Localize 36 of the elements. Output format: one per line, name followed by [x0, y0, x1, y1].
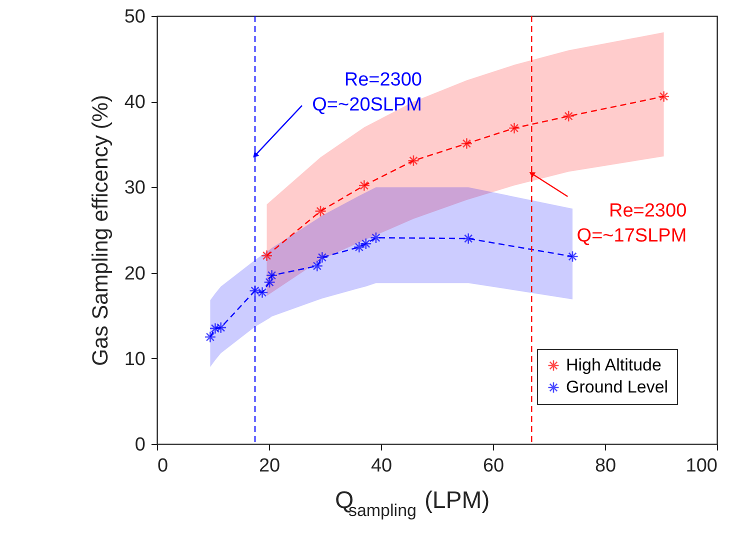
point — [460, 138, 473, 150]
y-tick-label: 20 — [124, 263, 146, 284]
point — [566, 250, 578, 262]
point — [658, 90, 670, 102]
point — [256, 286, 268, 298]
y-tick-label: 10 — [124, 348, 146, 370]
y-tick-label: 0 — [134, 434, 146, 456]
x-tick-label: 60 — [482, 456, 504, 476]
point — [314, 205, 326, 218]
point — [358, 180, 370, 192]
point — [209, 322, 222, 334]
x-tick-label: 80 — [594, 456, 616, 476]
x-tick-label: 100 — [686, 456, 718, 476]
point — [462, 232, 474, 244]
x-tick-label: 20 — [258, 456, 280, 476]
point — [249, 284, 261, 297]
point — [508, 122, 520, 134]
point — [311, 260, 324, 272]
y-tick-label: 40 — [124, 92, 146, 114]
y-tick-label: 50 — [124, 6, 146, 28]
annotation: Re=2300 Q=~20SLPM — [312, 70, 422, 116]
annotation: Re=2300 Q=~17SLPM — [576, 200, 687, 247]
x-tick-label: 40 — [370, 456, 392, 476]
legend-label: Ground Level — [566, 378, 668, 396]
point — [408, 154, 420, 167]
x-tick-label: 0 — [158, 456, 168, 476]
y-axis-title: Gas Sampling efficency (%) — [87, 94, 112, 366]
point — [264, 276, 276, 288]
point — [316, 252, 328, 264]
point — [266, 269, 278, 282]
point — [260, 250, 273, 262]
point — [214, 322, 227, 334]
y-tick-label: 30 — [124, 178, 146, 199]
point — [562, 110, 574, 122]
legend-label: High Altitude — [566, 356, 662, 374]
point — [204, 331, 216, 343]
